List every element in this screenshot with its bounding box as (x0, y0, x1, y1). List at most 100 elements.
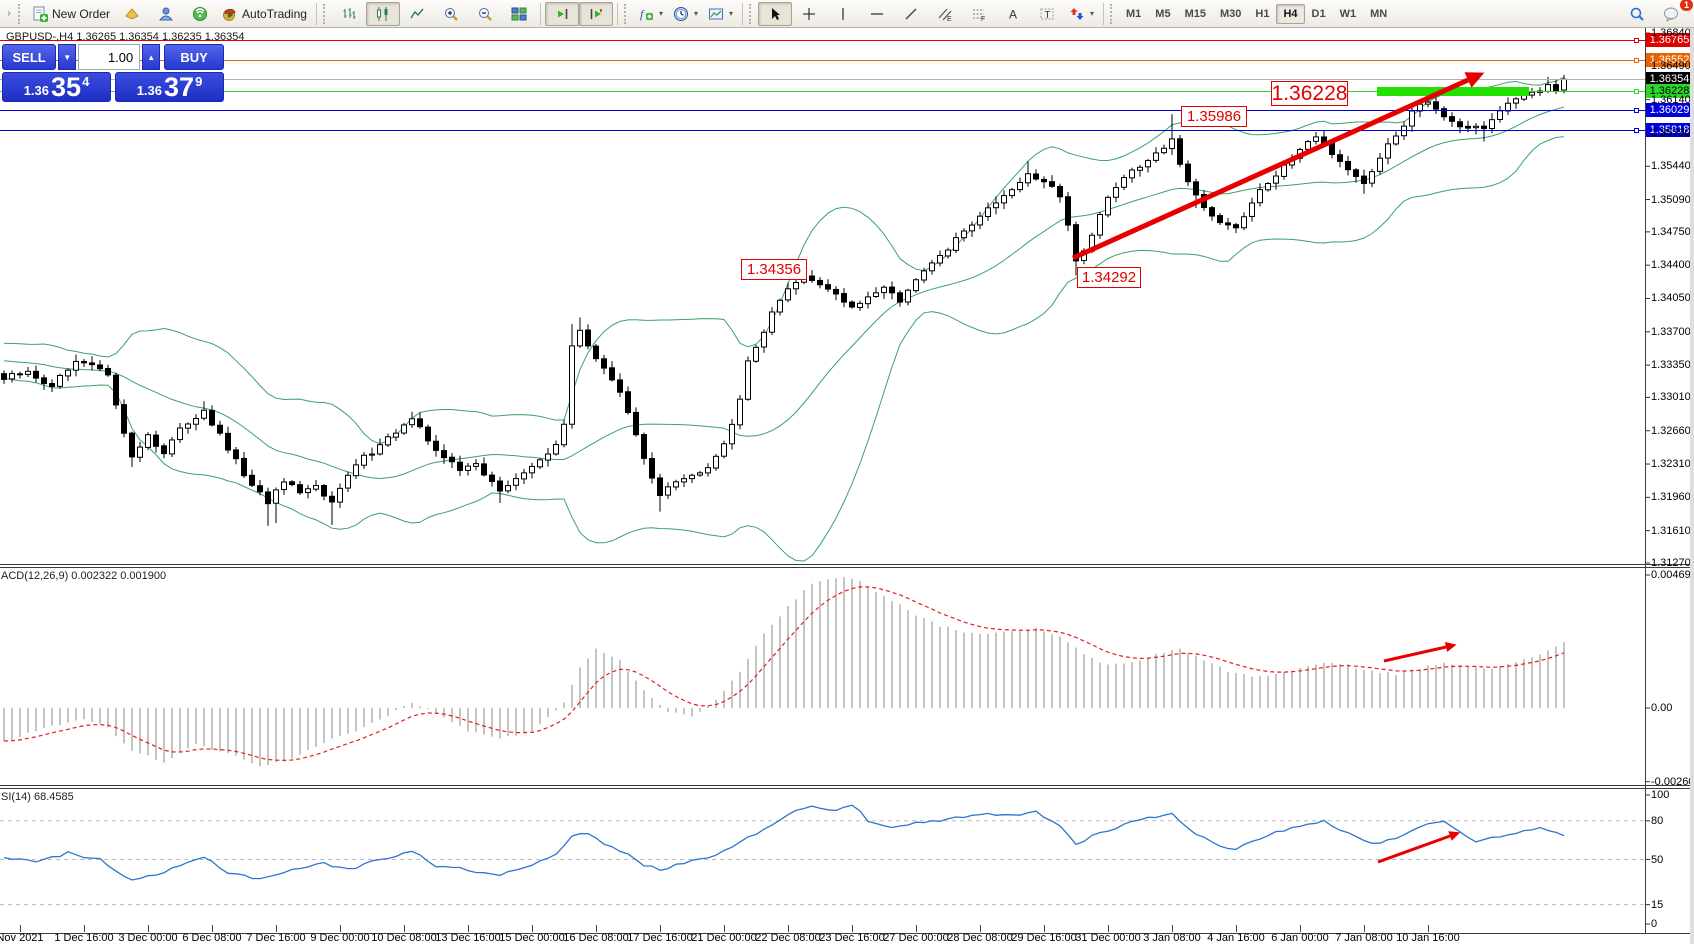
svg-text:A: A (1009, 7, 1017, 21)
hline-object-1.36765[interactable] (0, 39, 1645, 41)
signals-button[interactable] (183, 2, 217, 26)
trendline-tool-button[interactable] (894, 2, 928, 26)
bar-chart-button[interactable] (332, 2, 366, 26)
equidistant-channel-tool-button[interactable]: E (928, 2, 962, 26)
macd-axis-label: 0.004695 (1651, 569, 1694, 581)
text-label-tool-button[interactable]: T (1030, 2, 1064, 26)
zoom-in-button[interactable] (434, 2, 468, 26)
timeframe-button-H1[interactable]: H1 (1255, 7, 1270, 20)
vertical-line-tool-button[interactable] (826, 2, 860, 26)
periods-button[interactable]: ▾ (668, 2, 703, 26)
metaeditor-button[interactable] (115, 2, 149, 26)
hline-object-1.36029[interactable] (0, 109, 1645, 111)
sell-button[interactable]: SELL (2, 44, 57, 70)
time-axis-label: 7 Dec 16:00 (246, 932, 306, 944)
new-order-button[interactable]: New Order (27, 2, 115, 26)
hline-handle[interactable] (1634, 57, 1639, 63)
search-button[interactable] (1620, 2, 1654, 26)
time-axis-label: 9 Dec 00:00 (310, 932, 370, 944)
buy-button[interactable]: BUY (164, 44, 224, 70)
timeframe-button-M30[interactable]: M30 (1219, 7, 1242, 20)
timeframe-button-M5[interactable]: M5 (1155, 7, 1171, 20)
hline-object-1.35818[interactable] (0, 129, 1645, 131)
chat-bubble-icon (1663, 7, 1678, 22)
tile-windows-icon (511, 7, 527, 20)
notification-badge: 1 (1679, 0, 1693, 11)
templates-icon (708, 8, 723, 19)
price-axis-label: 1.35090 (1651, 193, 1691, 206)
hline-handle[interactable] (1634, 88, 1639, 94)
support-band-object[interactable] (1377, 87, 1529, 96)
mql5-community-button[interactable] (149, 2, 183, 26)
price-tag-1.36029: 1.36029 (1646, 103, 1693, 118)
time-axis-label: 10 Dec 08:00 (371, 932, 437, 944)
notifications-button[interactable]: 1 (1654, 0, 1693, 26)
annotation-box-1.35986[interactable]: 1.35986 (1181, 106, 1247, 127)
hline-object-1.36228[interactable] (0, 90, 1645, 92)
arrows-tool-button[interactable]: ▾ (1064, 2, 1099, 26)
macd-indicator-label: ACD(12,26,9) 0.002322 0.001900 (1, 570, 167, 582)
crosshair-tool-button[interactable] (792, 2, 826, 26)
zoom-out-icon (478, 7, 492, 21)
price-axis-label: 1.34050 (1651, 292, 1691, 305)
chart-ohlc-values: 1.36265 1.36354 1.36235 1.36354 (76, 31, 245, 43)
time-axis-label: 4 Jan 16:00 (1207, 932, 1265, 944)
timeframe-button-MN[interactable]: MN (1370, 7, 1388, 20)
time-axis-label: 17 Dec 16:00 (627, 932, 693, 944)
chart-symbol-period: GBPUSD-,H4 (6, 31, 74, 43)
price-tag-1.36552: 1.36552 (1646, 53, 1693, 68)
horizontal-line-tool-button[interactable] (860, 2, 894, 26)
volume-decrease-button[interactable]: ▼ (58, 44, 77, 70)
time-axis-label: 29 Dec 16:00 (1011, 932, 1077, 944)
new-order-icon (33, 6, 48, 22)
tile-windows-button[interactable] (502, 2, 536, 26)
price-axis-label: 1.33700 (1651, 325, 1691, 338)
text-tool-button[interactable]: A (996, 2, 1030, 26)
sell-price-main: 35 (51, 72, 82, 102)
toolbar-overflow-chevron[interactable]: › (7, 8, 11, 19)
time-axis-label: 13 Dec 16:00 (435, 932, 501, 944)
volume-input[interactable]: 1.00 (78, 44, 141, 70)
price-axis-label: 1.32310 (1651, 458, 1691, 471)
chart-shift-icon (590, 8, 602, 19)
auto-scroll-button[interactable] (544, 1, 579, 26)
templates-dropdown-caret: ▾ (728, 9, 733, 18)
annotation-box-1.34292[interactable]: 1.34292 (1077, 267, 1141, 288)
indicators-button[interactable]: f ▾ (633, 2, 668, 26)
zoom-out-button[interactable] (468, 2, 502, 26)
hline-object-1.36552[interactable] (0, 59, 1645, 61)
chart-shift-button[interactable] (578, 1, 613, 26)
toolbar-separator (742, 2, 743, 25)
price-axis-label: 1.35440 (1651, 160, 1691, 173)
time-axis-label: 10 Jan 16:00 (1396, 932, 1460, 944)
timeframe-button-M15[interactable]: M15 (1184, 7, 1206, 20)
svg-text:F: F (981, 16, 985, 22)
time-axis-label: 6 Jan 00:00 (1271, 932, 1329, 944)
hline-handle[interactable] (1634, 37, 1639, 43)
timeframe-button-H4[interactable]: H4 (1276, 3, 1305, 24)
buy-price-display[interactable]: 1.36 37 9 (115, 72, 224, 102)
annotation-box-1.34356[interactable]: 1.34356 (741, 259, 807, 280)
fibonacci-tool-button[interactable]: F (962, 2, 996, 26)
toolbar-grip (749, 3, 754, 24)
templates-button[interactable]: ▾ (703, 2, 738, 26)
bid-price-line (0, 78, 1645, 80)
price-axis-label: 1.31270 (1651, 557, 1691, 569)
line-chart-button[interactable] (400, 2, 434, 26)
timeframe-button-W1[interactable]: W1 (1339, 7, 1357, 20)
cursor-tool-button[interactable] (758, 1, 792, 26)
autotrading-button[interactable]: AutoTrading (217, 2, 312, 26)
text-label-icon: T (1040, 8, 1054, 20)
candlestick-chart-button[interactable] (365, 1, 400, 26)
annotation-box-1.36228[interactable]: 1.36228 (1271, 81, 1348, 106)
hline-handle[interactable] (1634, 127, 1639, 133)
timeframe-button-M1[interactable]: M1 (1126, 7, 1142, 20)
timeframe-button-D1[interactable]: D1 (1311, 7, 1326, 20)
hline-handle[interactable] (1634, 107, 1639, 113)
cursor-icon (772, 7, 780, 20)
sell-price-display[interactable]: 1.36 35 4 (2, 72, 111, 102)
volume-increase-button[interactable]: ▲ (142, 44, 161, 70)
toolbar-grip (1110, 3, 1115, 24)
crosshair-icon (803, 7, 815, 20)
